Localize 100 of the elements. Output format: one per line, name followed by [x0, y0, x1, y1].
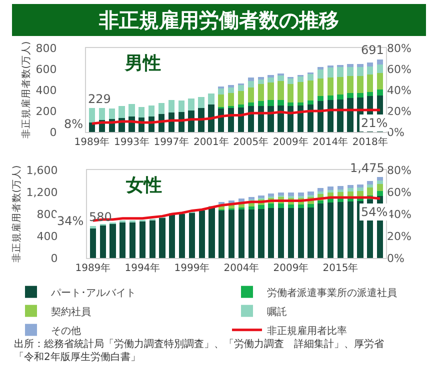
bar [317, 69, 324, 79]
bar [198, 210, 205, 258]
bar [238, 104, 244, 108]
bar [367, 92, 374, 96]
total-label: 1,475 [350, 161, 384, 175]
bar [278, 76, 284, 81]
bar [278, 80, 284, 100]
bar [258, 101, 264, 106]
y-tick-label: 800 [36, 42, 57, 55]
bar [317, 96, 324, 102]
x-tick-label: 2005年 [233, 136, 269, 148]
bar [327, 68, 334, 78]
bar [149, 220, 156, 258]
bar [298, 208, 304, 258]
bar [367, 66, 374, 75]
bar [327, 78, 334, 96]
bar [288, 204, 294, 208]
bar [238, 210, 245, 258]
bar [248, 87, 254, 102]
bar [376, 190, 384, 196]
x-tick-label: 1997年 [154, 136, 190, 148]
y-tick-label: 400 [36, 230, 58, 243]
bar [347, 93, 354, 98]
total-label: 229 [88, 92, 111, 106]
x-tick-label: 1989年 [74, 136, 110, 148]
bar [218, 210, 225, 258]
bar [108, 108, 115, 120]
bar [238, 198, 245, 202]
bar [337, 94, 344, 100]
legend-label: 労働者派遣事業所の派遣社員 [267, 286, 397, 299]
bar [297, 102, 304, 106]
x-tick-label: 2015年 [322, 262, 358, 274]
bar [337, 66, 344, 78]
bar [268, 100, 274, 106]
bar [238, 84, 244, 92]
y2-tick-label: 40% [387, 84, 412, 97]
bar [98, 108, 105, 120]
bar [139, 222, 146, 258]
y-tick-label: 1,200 [26, 186, 58, 199]
bar [278, 204, 284, 208]
bar [128, 104, 135, 117]
legend-label: 契約社員 [51, 306, 91, 318]
bar [357, 67, 364, 76]
bar [308, 191, 314, 195]
bar [238, 91, 244, 105]
legend-label: 非正規雇用者比率 [267, 324, 347, 337]
bar [129, 222, 136, 258]
legend-label: パート･アルバイト [50, 288, 136, 299]
bar [376, 72, 384, 90]
bar [307, 80, 314, 100]
bar [268, 194, 274, 196]
bar [188, 212, 196, 258]
bar [278, 100, 284, 106]
y-axis-title: 非正規雇用者数(万人) [10, 165, 22, 263]
x-tick-label: 2001年 [193, 136, 229, 148]
bar [367, 74, 374, 92]
bar [268, 82, 274, 100]
bar [327, 186, 334, 190]
bar [228, 87, 234, 94]
bar [376, 59, 384, 64]
bar [357, 188, 364, 191]
bar [327, 202, 334, 258]
y2-tick-label: 20% [387, 104, 412, 118]
bar [376, 90, 384, 96]
bar [307, 74, 314, 80]
bar [367, 181, 374, 184]
bar [100, 226, 106, 258]
bar [268, 208, 274, 258]
bar [318, 188, 324, 192]
bar [218, 94, 224, 108]
bar [347, 64, 354, 68]
x-tick-label: 1999年 [174, 262, 210, 274]
bar [357, 64, 364, 68]
bar [258, 195, 264, 198]
y-tick-label: 0 [50, 126, 57, 139]
text: 出所：総務省統計局「労働力調査特別調査」、「労働力調査 詳細集計」、厚労省「令和2年版厚生労働白書」 [14, 338, 384, 363]
bar [357, 190, 364, 197]
bar [258, 79, 264, 84]
bar [118, 106, 125, 118]
bar [168, 100, 175, 112]
bar [337, 186, 344, 190]
bar [208, 104, 214, 132]
bar [317, 101, 324, 132]
bar [376, 184, 384, 191]
bar [337, 77, 344, 95]
y-tick-label: 600 [36, 62, 57, 76]
bar [258, 84, 264, 102]
data-label: 8% [64, 117, 84, 131]
bar [158, 103, 165, 114]
bar [90, 228, 96, 258]
bar [347, 98, 354, 132]
data-label: 54% [361, 205, 388, 219]
bar [298, 192, 304, 196]
bar [317, 78, 324, 96]
x-tick-label: 2009年 [273, 262, 309, 274]
bar [228, 93, 234, 106]
bar [308, 204, 314, 208]
bar [357, 184, 364, 188]
bar [268, 106, 274, 132]
bar [228, 210, 235, 258]
